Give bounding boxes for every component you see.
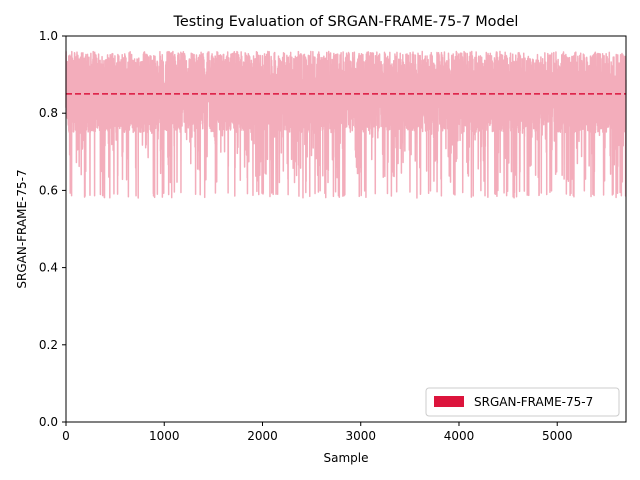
x-axis-ticks: 0 1000 2000 3000 4000 5000 xyxy=(62,422,573,443)
x-tick-label: 4000 xyxy=(444,429,475,443)
y-tick-label: 1.0 xyxy=(39,29,58,43)
y-tick-label: 0.4 xyxy=(39,261,58,275)
chart-title: Testing Evaluation of SRGAN-FRAME-75-7 M… xyxy=(173,14,519,30)
y-tick-label: 0.8 xyxy=(39,106,58,120)
legend: SRGAN-FRAME-75-7 xyxy=(425,387,620,417)
y-axis-label: SRGAN-FRAME-75-7 xyxy=(15,169,29,288)
legend-label: SRGAN-FRAME-75-7 xyxy=(474,395,593,409)
legend-swatch xyxy=(434,396,464,407)
plot-area xyxy=(65,50,627,199)
series-line xyxy=(65,50,627,199)
y-tick-label: 0.2 xyxy=(39,338,58,352)
plot-frame xyxy=(65,35,627,423)
x-tick-label: 2000 xyxy=(247,429,278,443)
y-axis-ticks: 0.0 0.2 0.4 0.6 0.8 1.0 xyxy=(39,29,66,429)
x-tick-label: 0 xyxy=(62,429,70,443)
x-tick-label: 3000 xyxy=(345,429,376,443)
x-tick-label: 5000 xyxy=(542,429,573,443)
y-tick-label: 0.6 xyxy=(39,183,58,197)
x-tick-label: 1000 xyxy=(149,429,180,443)
x-axis-label: Sample xyxy=(324,451,369,465)
legend-box xyxy=(425,387,620,417)
y-tick-label: 0.0 xyxy=(39,415,58,429)
